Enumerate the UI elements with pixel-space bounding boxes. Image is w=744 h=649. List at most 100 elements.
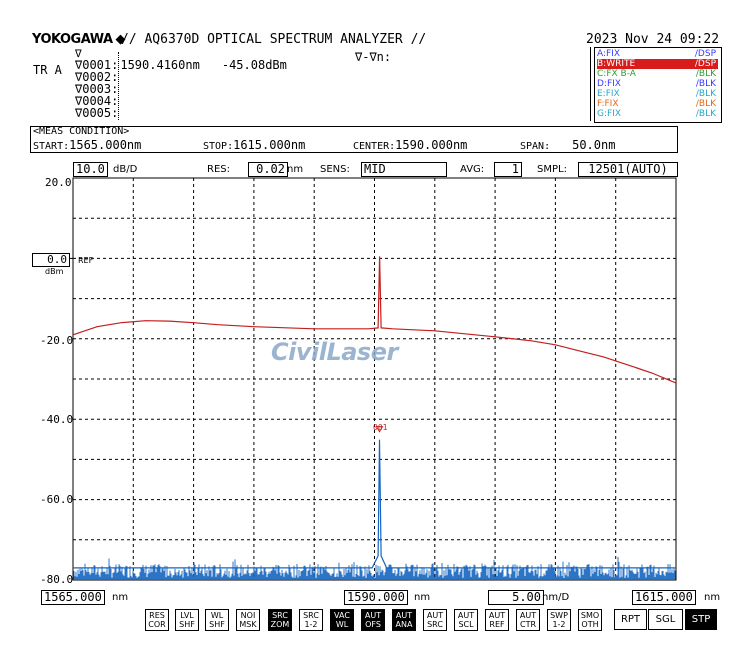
trace-label: TR A bbox=[33, 63, 62, 77]
start-label: START: bbox=[33, 141, 70, 152]
y-tick-label: 20.0 bbox=[45, 176, 72, 189]
trace-state: /BLK bbox=[695, 109, 716, 119]
x-stop-box[interactable]: 1615.000 bbox=[632, 590, 696, 605]
trace-row[interactable]: C:FX B-A/BLK bbox=[597, 69, 718, 79]
res-value-box[interactable]: 0.02 bbox=[248, 162, 288, 177]
softkey-line2: ANA bbox=[395, 620, 413, 629]
datetime: 2023 Nov 24 09:22 bbox=[586, 32, 720, 47]
trace-state: /DSP bbox=[694, 49, 716, 59]
softkey-line2: WL bbox=[335, 620, 349, 629]
sweep-stp-button[interactable]: STP bbox=[685, 609, 717, 630]
meas-condition-title: <MEAS CONDITION> bbox=[33, 126, 130, 137]
trace-row[interactable]: E:FIX/BLK bbox=[597, 89, 718, 99]
res-unit: nm bbox=[287, 164, 304, 175]
marker-panel bbox=[30, 47, 591, 121]
marker-wavelength: 1590.4160nm bbox=[120, 58, 200, 72]
softkey-line2: 1-2 bbox=[304, 620, 318, 629]
softkey-button[interactable]: AUT SCL bbox=[454, 609, 478, 631]
ref-unit: dBm bbox=[45, 267, 64, 276]
softkey-line2: SRC bbox=[427, 620, 443, 629]
smpl-label: SMPL: bbox=[537, 164, 567, 175]
brand-logo: YOKOGAWA ◆ bbox=[32, 32, 125, 47]
avg-value-box[interactable]: 1 bbox=[494, 162, 522, 177]
plot-traces bbox=[72, 256, 677, 580]
center-label: CENTER: bbox=[353, 141, 396, 152]
trace-name: E:FIX bbox=[597, 89, 620, 99]
softkey-button[interactable]: AUT ANA bbox=[392, 609, 416, 631]
ref-label: REF bbox=[78, 256, 94, 265]
softkey-line1: AUT bbox=[426, 611, 444, 620]
scale-unit: dB/D bbox=[113, 164, 138, 175]
sens-label: SENS: bbox=[320, 164, 350, 175]
start-field: START:1565.000nm bbox=[33, 138, 141, 152]
softkey-button[interactable]: SRC ZOM bbox=[268, 609, 292, 631]
softkey-line1: SMO bbox=[580, 611, 600, 620]
trace-name: A:FIX bbox=[597, 49, 621, 59]
softkey-line2: MSK bbox=[239, 620, 257, 629]
stop-label: STOP: bbox=[203, 141, 234, 152]
softkey-button[interactable]: SMO OTH bbox=[578, 609, 602, 631]
trace-row[interactable]: F:FIX/BLK bbox=[597, 99, 718, 109]
softkey-button[interactable]: AUT SRC bbox=[423, 609, 447, 631]
trace-name: G:FIX bbox=[597, 109, 622, 119]
x-center-box[interactable]: 1590.000 bbox=[344, 590, 408, 605]
ref-level-box[interactable]: 0.0 bbox=[32, 253, 70, 267]
softkey-line1: WL bbox=[210, 611, 224, 620]
softkey-line1: VAC bbox=[334, 611, 350, 620]
softkey-line1: SRC bbox=[272, 611, 288, 620]
meas-condition-panel bbox=[30, 126, 678, 153]
y-tick-label: -40.0 bbox=[40, 413, 74, 426]
softkey-line1: SRC bbox=[303, 611, 319, 620]
marker-row: ∇0001: 1590.4160nm -45.08dBm bbox=[75, 59, 287, 71]
trace-row[interactable]: G:FIX/BLK bbox=[597, 109, 718, 119]
trace-row[interactable]: A:FIX/DSP bbox=[597, 49, 718, 59]
plot-grid bbox=[65, 177, 677, 581]
marker-tag: 001 bbox=[373, 423, 388, 432]
trace-row[interactable]: D:FIX/BLK bbox=[597, 79, 718, 89]
trace-row[interactable]: B:WRITE/DSP bbox=[597, 59, 718, 69]
softkey-button[interactable]: LVL SHF bbox=[175, 609, 199, 631]
span-label: SPAN: bbox=[520, 141, 551, 152]
series-line-afix bbox=[73, 439, 676, 569]
marker-row: ∇0003: bbox=[75, 83, 142, 95]
softkey-line2: 1-2 bbox=[552, 620, 566, 629]
center-value: 1590.000nm bbox=[395, 138, 468, 152]
softkey-button[interactable]: VAC WL bbox=[330, 609, 354, 631]
softkey-line1: AUT bbox=[364, 611, 382, 620]
softkey-line2: OFS bbox=[365, 620, 381, 629]
softkey-button[interactable]: SWP 1-2 bbox=[547, 609, 571, 631]
sens-value-box[interactable]: MID bbox=[361, 162, 447, 177]
stop-field: STOP:1615.000nm bbox=[203, 138, 305, 152]
instrument-title: // AQ6370D OPTICAL SPECTRUM ANALYZER // bbox=[121, 32, 427, 47]
center-field: CENTER:1590.000nm bbox=[353, 138, 467, 152]
trace-name: C:FX B-A bbox=[597, 69, 636, 79]
sweep-rpt-button[interactable]: RPT bbox=[614, 609, 647, 630]
x-start-box[interactable]: 1565.000 bbox=[41, 590, 105, 605]
scale-value-box[interactable]: 10.0 bbox=[73, 162, 108, 177]
sweep-sgl-button[interactable]: SGL bbox=[648, 609, 683, 630]
softkey-button[interactable]: NOI MSK bbox=[236, 609, 260, 631]
marker-row: ∇0005: bbox=[75, 107, 142, 119]
softkey-line1: SWP bbox=[550, 611, 568, 620]
smpl-value-box[interactable]: 12501(AUTO) bbox=[578, 162, 678, 177]
softkey-button[interactable]: AUT REF bbox=[485, 609, 509, 631]
avg-label: AVG: bbox=[460, 164, 485, 175]
softkey-button[interactable]: SRC 1-2 bbox=[299, 609, 323, 631]
noise-floor-trace bbox=[73, 556, 676, 580]
softkey-line1: LVL bbox=[180, 611, 194, 620]
softkey-line1: NOI bbox=[240, 611, 256, 620]
softkey-line2: SHF bbox=[209, 620, 225, 629]
trace-name: D:FIX bbox=[597, 79, 621, 89]
softkey-button[interactable]: AUT CTR bbox=[516, 609, 540, 631]
trace-state: /BLK bbox=[695, 89, 716, 99]
softkey-button[interactable]: AUT OFS bbox=[361, 609, 385, 631]
softkey-button[interactable]: RES COR bbox=[145, 609, 169, 631]
y-tick-label: -60.0 bbox=[40, 493, 74, 506]
span-per-div-box[interactable]: 5.00 bbox=[488, 590, 544, 605]
marker-level: -45.08dBm bbox=[221, 58, 287, 72]
softkey-line2: REF bbox=[489, 620, 505, 629]
softkey-line2: SHF bbox=[179, 620, 195, 629]
softkey-button[interactable]: WL SHF bbox=[205, 609, 229, 631]
res-label: RES: bbox=[207, 164, 230, 175]
softkey-line2: SCL bbox=[458, 620, 474, 629]
